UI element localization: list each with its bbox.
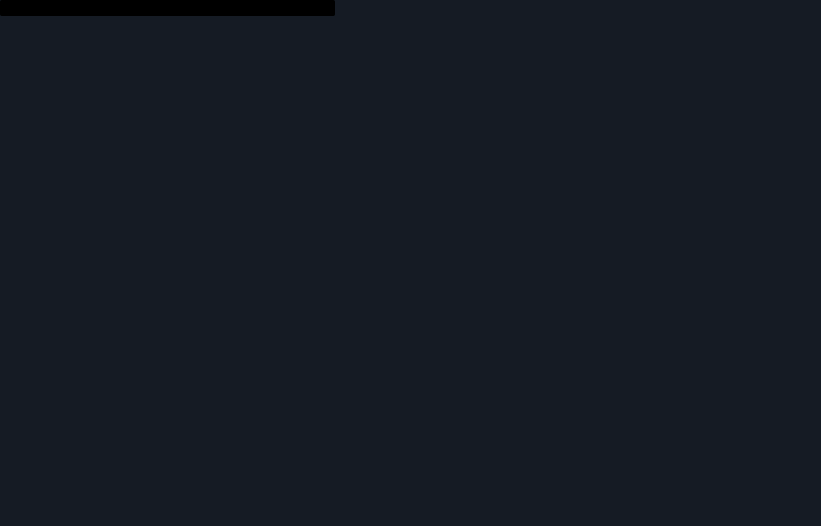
chart-plot	[61, 125, 805, 435]
chart-area	[16, 125, 805, 445]
chart-tooltip	[0, 0, 335, 16]
chart-svg	[61, 125, 805, 435]
